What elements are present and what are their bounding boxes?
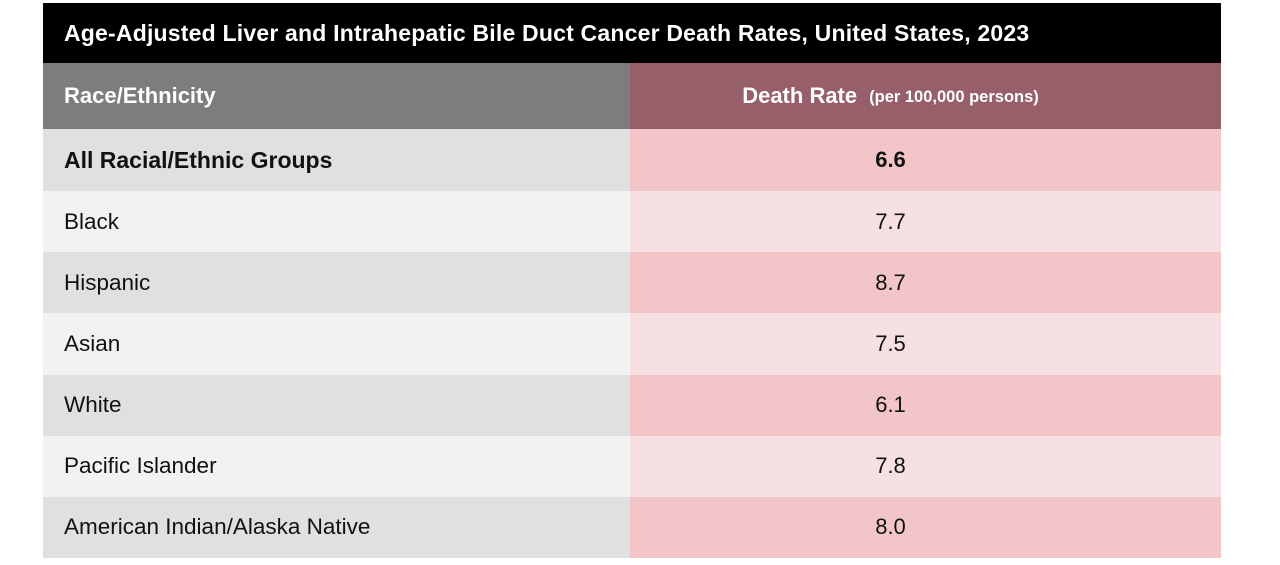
table-row: Black 7.7: [43, 191, 1221, 253]
table-row: American Indian/Alaska Native 8.0: [43, 496, 1221, 558]
table-row: White 6.1: [43, 374, 1221, 436]
rate-cell: 7.5: [630, 313, 1221, 375]
table-row: All Racial/Ethnic Groups 6.6: [43, 129, 1221, 192]
rate-header-unit: (per 100,000 persons): [869, 87, 1039, 106]
rate-cell: 8.7: [630, 252, 1221, 314]
rate-column-header: Death Rate (per 100,000 persons): [630, 63, 1221, 129]
race-cell: Pacific Islander: [43, 435, 630, 497]
table-title: Age-Adjusted Liver and Intrahepatic Bile…: [64, 19, 1030, 46]
race-cell: Black: [43, 191, 630, 253]
rate-cell: 8.0: [630, 496, 1221, 558]
rate-cell: 6.1: [630, 374, 1221, 436]
race-cell: American Indian/Alaska Native: [43, 496, 630, 558]
rate-cell: 7.8: [630, 435, 1221, 497]
table-row: Hispanic 8.7: [43, 252, 1221, 314]
table-title-bar: Age-Adjusted Liver and Intrahepatic Bile…: [43, 3, 1221, 63]
table-row: Asian 7.5: [43, 313, 1221, 375]
race-cell: Asian: [43, 313, 630, 375]
rate-cell: 7.7: [630, 191, 1221, 253]
race-cell: Hispanic: [43, 252, 630, 314]
rate-header-label: Death Rate: [742, 83, 858, 108]
table-row: Pacific Islander 7.8: [43, 435, 1221, 497]
race-column-header: Race/Ethnicity: [43, 63, 630, 129]
race-header-label: Race/Ethnicity: [64, 83, 216, 108]
table-header-row: Race/Ethnicity Death Rate (per 100,000 p…: [43, 63, 1221, 129]
rate-cell: 6.6: [630, 129, 1221, 192]
death-rates-table: Age-Adjusted Liver and Intrahepatic Bile…: [43, 3, 1221, 558]
race-cell: All Racial/Ethnic Groups: [43, 129, 630, 192]
race-cell: White: [43, 374, 630, 436]
